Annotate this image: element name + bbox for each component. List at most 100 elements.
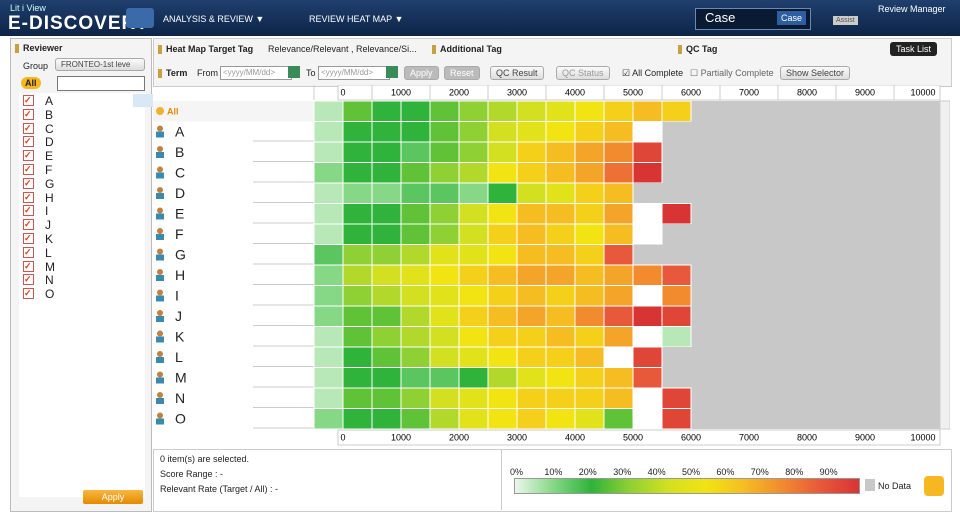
heat-cell [574,408,605,430]
heat-cell [371,367,402,389]
heat-cell [516,367,547,389]
row-bg [153,121,340,142]
heat-cell [429,141,460,163]
group-label: Group [23,61,49,71]
nav-item[interactable]: REVIEW HEAT MAP ▼ [309,14,404,24]
legend-label: 30% [613,467,632,477]
nav-item[interactable]: ANALYSIS & REVIEW ▼ [163,14,265,24]
heat-cell [371,305,402,327]
term-reset[interactable]: Reset [444,66,480,80]
heat-cell [342,326,373,348]
heat-cell [574,285,605,307]
row-label: J [175,308,182,324]
show-selector[interactable]: Show Selector [780,66,851,80]
term-label: Term [166,68,188,78]
heat-cell [661,285,692,307]
user-icon [156,275,164,281]
from-input[interactable]: <yyyy/MM/dd> [220,66,292,80]
heat-cell [313,346,344,368]
user-icon [157,228,163,234]
row-label: H [175,267,185,283]
heat-cell [458,121,489,143]
heat-cell [603,223,634,245]
from-label: From [197,68,218,78]
row-bg [153,142,340,163]
reviewer-name: D [45,135,54,150]
heat-cell [487,285,518,307]
heat-cell [661,264,692,286]
heat-cell [313,305,344,327]
apply-button[interactable]: Apply [83,490,143,504]
to-input[interactable]: <yyyy/MM/dd> [318,66,390,80]
palette-button[interactable] [924,476,944,496]
calendar[interactable] [288,66,300,78]
heat-cell [545,141,576,163]
no-data [691,285,940,306]
heat-cell [574,346,605,368]
heat-cell [516,326,547,348]
axis-band [337,429,941,446]
no-data [633,244,940,265]
heat-cell [400,100,431,122]
heat-cell [574,264,605,286]
heat-cell [342,387,373,409]
heat-cell [545,100,576,122]
user-icon [157,351,163,357]
heat-cell [661,100,692,122]
heat-cell [603,367,634,389]
heat-cell [574,182,605,204]
heat-cell [400,264,431,286]
checkbox: ✓ [23,233,34,244]
heat-cell [516,100,547,122]
reviewer-panel: Reviewer Group FRONTEO-1st leve All ✓ A ✓ B… [10,38,153,512]
heat-cell [342,121,373,143]
heat-cell [574,100,605,122]
assist[interactable]: Assist [833,16,858,25]
heat-cell [313,162,344,184]
heat-cell [400,121,431,143]
qc-status[interactable]: QC Status [556,66,610,80]
home-button[interactable] [126,8,154,28]
user-icon [157,146,163,152]
row-bg [153,224,340,245]
selected-count: 0 item(s) are selected. [160,454,250,464]
heat-cell [400,387,431,409]
heat-cell [342,100,373,122]
x-tick-label: 10000 [910,432,935,442]
partially-complete[interactable]: ☐ Partially Complete [690,68,774,78]
heat-cell [661,387,692,409]
reviewer-name: L [45,245,52,260]
heat-cell [487,121,518,143]
term-apply[interactable]: Apply [404,66,439,80]
checkbox: ✓ [23,219,34,231]
row-bg [153,306,340,327]
qc-result[interactable]: QC Result [490,66,544,80]
calendar[interactable] [386,66,398,78]
task-list[interactable]: Task List [890,42,938,56]
no-data [691,203,940,224]
checkbox: ✓ [23,95,34,106]
all-complete[interactable]: ☑ All Complete [622,68,684,78]
checkbox: ✓ [23,150,34,162]
score-range: Score Range : - [160,469,224,479]
heat-cell [429,223,460,245]
reviewer-name: M [45,259,55,274]
row-label: C [175,164,185,180]
user-icon [157,207,163,214]
heat-cell [371,203,402,225]
heat-cell [313,244,344,266]
target-value: Relevance/Relevant , Relevance/Si... [268,44,417,54]
heat-cell [487,387,518,409]
search-box[interactable] [57,76,145,91]
all-toggle[interactable]: All [21,77,41,89]
heat-cell [429,264,460,286]
user-icon [157,371,163,378]
checkbox: ✓ [23,205,34,217]
heat-cell [371,100,402,122]
checkbox: ✓ [23,177,34,189]
heat-cell [632,408,663,430]
group-select[interactable]: FRONTEO-1st leve [55,58,145,71]
heat-cell [632,346,663,368]
case-button[interactable]: Case [777,11,807,25]
no-data-label: No Data [878,481,912,491]
